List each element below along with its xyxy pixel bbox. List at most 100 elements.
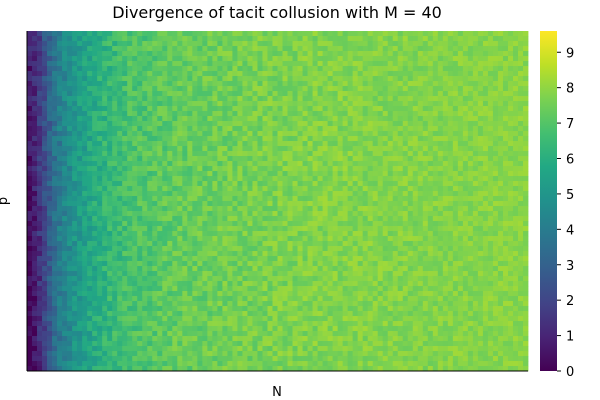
heatmap-cell: [407, 261, 414, 267]
heatmap-cell: [287, 56, 293, 62]
heatmap-cell: [287, 236, 293, 242]
heatmap-cell: [482, 196, 489, 202]
heatmap-cell: [257, 86, 263, 92]
heatmap-cell: [272, 246, 278, 252]
heatmap-cell: [47, 251, 53, 257]
heatmap-cell: [437, 176, 444, 182]
heatmap-cell: [262, 141, 268, 147]
heatmap-cell: [422, 66, 429, 72]
heatmap-cell: [487, 81, 494, 87]
heatmap-cell: [377, 131, 384, 137]
heatmap-cell: [122, 121, 128, 127]
heatmap-cell: [367, 166, 374, 172]
heatmap-cell: [37, 161, 43, 167]
heatmap-cell: [357, 31, 364, 37]
heatmap-cell: [327, 146, 334, 152]
heatmap-cell: [307, 211, 313, 217]
heatmap-cell: [217, 126, 223, 132]
heatmap-cell: [472, 206, 479, 212]
heatmap-cell: [312, 141, 318, 147]
heatmap-cell: [187, 76, 193, 82]
heatmap-cell: [97, 126, 103, 132]
heatmap-cell: [472, 251, 479, 257]
heatmap-cell: [147, 36, 153, 42]
heatmap-cell: [52, 161, 58, 167]
heatmap-cell: [237, 166, 243, 172]
heatmap-cell: [137, 276, 143, 282]
heatmap-cell: [67, 196, 73, 202]
heatmap-cell: [207, 256, 213, 262]
heatmap-cell: [507, 136, 514, 142]
heatmap-cell: [122, 76, 128, 82]
heatmap-cell: [42, 96, 48, 102]
heatmap-cell: [307, 181, 313, 187]
heatmap-cell: [427, 181, 434, 187]
heatmap-cell: [267, 246, 273, 252]
heatmap-cell: [497, 171, 504, 177]
heatmap-cell: [227, 151, 233, 157]
heatmap-cell: [292, 271, 298, 277]
heatmap-cell: [487, 76, 494, 82]
heatmap-cell: [502, 261, 509, 267]
heatmap-cell: [202, 221, 208, 227]
heatmap-cell: [452, 191, 459, 197]
heatmap-cell: [402, 146, 409, 152]
heatmap-cell: [37, 86, 43, 92]
heatmap-cell: [502, 171, 509, 177]
heatmap-cell: [187, 56, 193, 62]
heatmap-cell: [222, 161, 228, 167]
heatmap-cell: [507, 56, 514, 62]
heatmap-cell: [482, 181, 489, 187]
heatmap-cell: [352, 131, 359, 137]
heatmap-cell: [307, 191, 313, 197]
heatmap-cell: [197, 216, 203, 222]
heatmap-cell: [462, 101, 469, 107]
heatmap-cell: [327, 261, 334, 267]
heatmap-cell: [437, 241, 444, 247]
heatmap-cell: [127, 201, 133, 207]
heatmap-cell: [397, 201, 404, 207]
heatmap-cell: [397, 251, 404, 257]
heatmap-cell: [267, 171, 273, 177]
heatmap-cell: [342, 246, 349, 252]
heatmap-cell: [142, 86, 148, 92]
heatmap-cell: [292, 31, 298, 37]
heatmap-cell: [77, 151, 83, 157]
heatmap-cell: [317, 191, 323, 197]
heatmap-cell: [497, 211, 504, 217]
heatmap-cell: [162, 261, 168, 267]
heatmap-cell: [492, 166, 499, 172]
heatmap-cell: [162, 196, 168, 202]
heatmap-cell: [152, 71, 158, 77]
heatmap-cell: [87, 146, 93, 152]
heatmap-cell: [162, 31, 168, 37]
heatmap-cell: [147, 46, 153, 52]
heatmap-cell: [227, 66, 233, 72]
heatmap-cell: [477, 101, 484, 107]
heatmap-cell: [512, 51, 519, 57]
heatmap-cell: [477, 251, 484, 257]
heatmap-cell: [77, 236, 83, 242]
heatmap-cell: [302, 81, 308, 87]
heatmap-cell: [72, 266, 78, 272]
heatmap-cell: [382, 156, 389, 162]
heatmap-cell: [42, 91, 48, 97]
heatmap-cell: [477, 206, 484, 212]
heatmap-cell: [42, 276, 48, 282]
heatmap-cell: [297, 121, 303, 127]
heatmap-cell: [92, 236, 98, 242]
heatmap-cell: [287, 31, 293, 37]
heatmap-cell: [347, 171, 354, 177]
heatmap-cell: [92, 146, 98, 152]
heatmap-cell: [517, 146, 524, 152]
heatmap-cell: [122, 36, 128, 42]
heatmap-cell: [342, 116, 349, 122]
heatmap-cell: [442, 186, 449, 192]
heatmap-cell: [297, 136, 303, 142]
heatmap-cell: [412, 221, 419, 227]
heatmap-cell: [317, 106, 323, 112]
heatmap-cell: [47, 191, 53, 197]
heatmap-cell: [292, 151, 298, 157]
heatmap-cell: [117, 106, 123, 112]
heatmap-cell: [267, 131, 273, 137]
